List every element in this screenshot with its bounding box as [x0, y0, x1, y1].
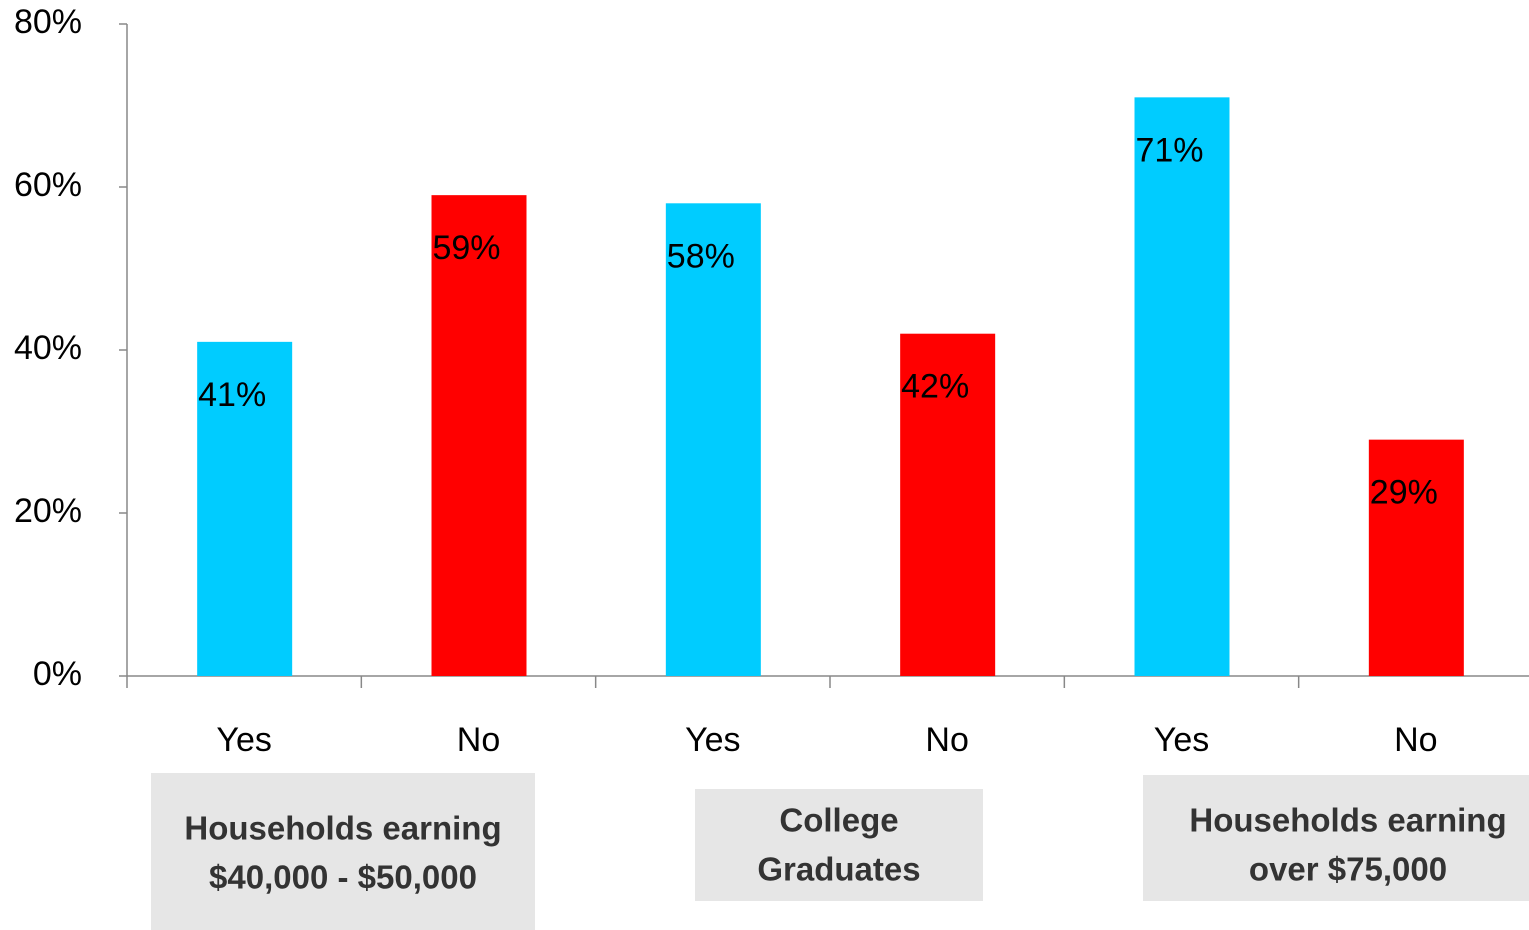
bar	[900, 333, 996, 676]
bar	[197, 341, 293, 676]
bar	[665, 203, 761, 677]
value-label: 59%	[432, 229, 500, 267]
bar	[1368, 439, 1464, 676]
x-tick-label: No	[925, 721, 968, 759]
y-tick-label: 0%	[33, 655, 82, 693]
value-label: 29%	[1370, 474, 1438, 512]
group-box	[151, 773, 535, 930]
bar	[431, 195, 527, 676]
y-tick-label: 40%	[14, 329, 82, 367]
group-label: Households earning	[1189, 802, 1506, 839]
value-label: 71%	[1135, 131, 1203, 169]
y-tick-label: 20%	[14, 492, 82, 530]
group-label: Households earning	[184, 810, 501, 847]
value-label: 58%	[667, 237, 735, 275]
bar	[1134, 97, 1230, 677]
y-tick-label: 60%	[14, 166, 82, 204]
y-tick-label: 80%	[14, 3, 82, 41]
x-tick-label: Yes	[1154, 721, 1209, 759]
group-label: Graduates	[757, 851, 920, 888]
value-label: 42%	[901, 368, 969, 406]
x-tick-label: Yes	[216, 721, 271, 759]
group-label: College	[779, 802, 898, 839]
group-box	[1143, 775, 1529, 901]
group-label: over $75,000	[1249, 851, 1447, 888]
value-label: 41%	[198, 376, 266, 414]
group-label: $40,000 - $50,000	[209, 859, 477, 896]
x-tick-label: Yes	[685, 721, 740, 759]
x-tick-label: No	[457, 721, 500, 759]
x-tick-label: No	[1394, 721, 1437, 759]
group-box	[695, 789, 983, 901]
